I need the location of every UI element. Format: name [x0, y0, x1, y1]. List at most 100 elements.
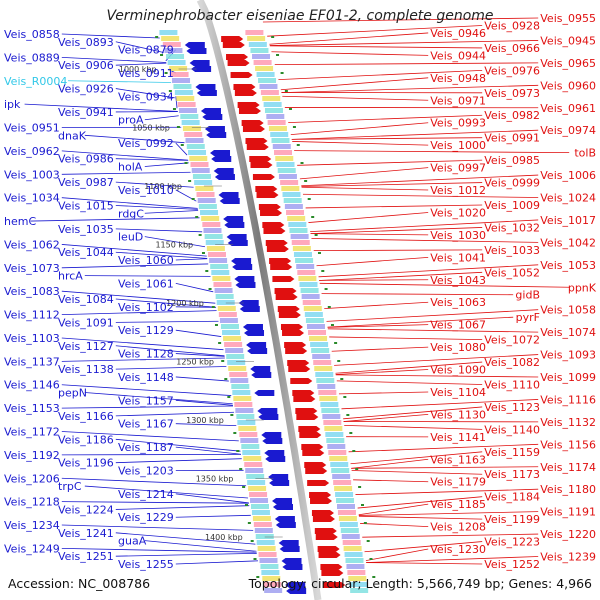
feature-block [328, 450, 347, 455]
right-gene-label: Veis_0966 [484, 42, 540, 55]
feature-block [252, 54, 271, 59]
feature-block [254, 528, 273, 533]
right-connector [274, 62, 539, 66]
backbone-curve [196, 0, 322, 600]
left-connector [115, 411, 235, 417]
left-gene-label: Veis_0906 [58, 59, 114, 72]
left-gene-label: Veis_1224 [58, 503, 114, 516]
left-gene-arrow [210, 150, 231, 156]
feature-block [194, 180, 213, 185]
feature-block [282, 192, 301, 197]
left-connector [175, 399, 233, 406]
right-gene-arrow [278, 312, 301, 318]
left-gene-arrow [239, 306, 260, 312]
right-connector [291, 129, 539, 140]
kbp-label: 1200 kbp [166, 299, 204, 308]
right-gene-label: Veis_1132 [540, 416, 596, 429]
left-gene-arrow [238, 300, 259, 306]
feature-block [233, 396, 252, 401]
feature-block [332, 474, 351, 479]
left-connector [61, 477, 247, 487]
left-gene-label: Veis_1128 [118, 348, 174, 361]
feature-block [195, 186, 214, 191]
right-gene-arrow [287, 360, 310, 366]
feature-block [166, 54, 185, 59]
left-gene-label: Veis_1192 [4, 449, 60, 462]
feature-block [325, 432, 344, 437]
feature-block [340, 528, 359, 533]
tick-mark [276, 54, 280, 56]
left-gene-label: Veis_0951 [4, 122, 60, 135]
feature-block [302, 300, 321, 305]
feature-block [319, 396, 338, 401]
feature-block [198, 204, 217, 209]
left-connector [61, 150, 189, 161]
tick-mark [372, 576, 376, 578]
feature-block [226, 354, 245, 359]
feature-block [241, 444, 260, 449]
right-gene-label: Veis_1159 [484, 446, 540, 459]
feature-block [248, 486, 267, 491]
left-gene-label: Veis_1234 [4, 519, 60, 532]
left-connector [144, 540, 257, 552]
right-gene-arrow [293, 396, 316, 402]
right-gene-arrow [249, 156, 272, 162]
feature-block [327, 444, 346, 449]
right-gene-label: Veis_1043 [430, 274, 486, 287]
right-connector [271, 51, 429, 56]
left-gene-arrow [262, 438, 283, 444]
right-gene-label: Veis_1080 [430, 341, 486, 354]
feature-block [206, 246, 225, 251]
right-gene-label: Veis_1072 [484, 334, 540, 347]
right-connector [365, 548, 429, 562]
right-connector [282, 95, 429, 101]
feature-block [190, 162, 209, 167]
right-gene-label: Veis_1173 [484, 468, 540, 481]
feature-block [289, 228, 308, 233]
feature-block [214, 288, 233, 293]
tick-mark [221, 360, 225, 362]
feature-block [312, 354, 331, 359]
right-gene-arrow [282, 330, 305, 336]
feature-block [303, 306, 322, 311]
feature-block [350, 588, 369, 593]
right-connector [319, 282, 570, 288]
right-connector [366, 556, 539, 563]
feature-block [181, 120, 200, 125]
feature-block [341, 534, 360, 539]
right-gene-label: Veis_1032 [484, 221, 540, 234]
feature-block [314, 366, 333, 371]
right-connector [294, 150, 570, 154]
left-gene-label: Veis_0934 [118, 90, 174, 103]
left-connector [61, 548, 257, 553]
right-gene-arrow [270, 264, 293, 270]
right-gene-arrow [280, 324, 303, 330]
left-connector [61, 405, 234, 409]
right-gene-label: Veis_1000 [430, 139, 486, 152]
left-gene-label: Veis_0911 [118, 67, 174, 80]
feature-block [315, 372, 334, 377]
left-gene-label: Veis_1255 [118, 558, 174, 571]
feature-block [203, 228, 222, 233]
left-gene-label: Veis_1229 [118, 511, 174, 524]
feature-block [255, 66, 274, 71]
right-connector [344, 424, 483, 430]
tick-mark [250, 540, 254, 542]
left-connector [115, 62, 167, 66]
left-gene-arrow [211, 156, 232, 162]
feature-block [174, 90, 193, 95]
feature-block [262, 576, 281, 581]
right-gene-label: Veis_0971 [430, 94, 486, 107]
left-gene-label: Veis_1148 [118, 371, 174, 384]
right-connector [326, 309, 539, 322]
right-gene-arrow [260, 210, 283, 216]
right-connector [311, 238, 539, 243]
right-connector [348, 443, 539, 453]
left-gene-label: Veis_1206 [4, 472, 60, 485]
left-gene-label: Veis_1214 [118, 488, 174, 501]
feature-block [237, 420, 256, 425]
left-connector [115, 532, 256, 545]
feature-block [207, 252, 226, 257]
right-connector [292, 141, 429, 146]
